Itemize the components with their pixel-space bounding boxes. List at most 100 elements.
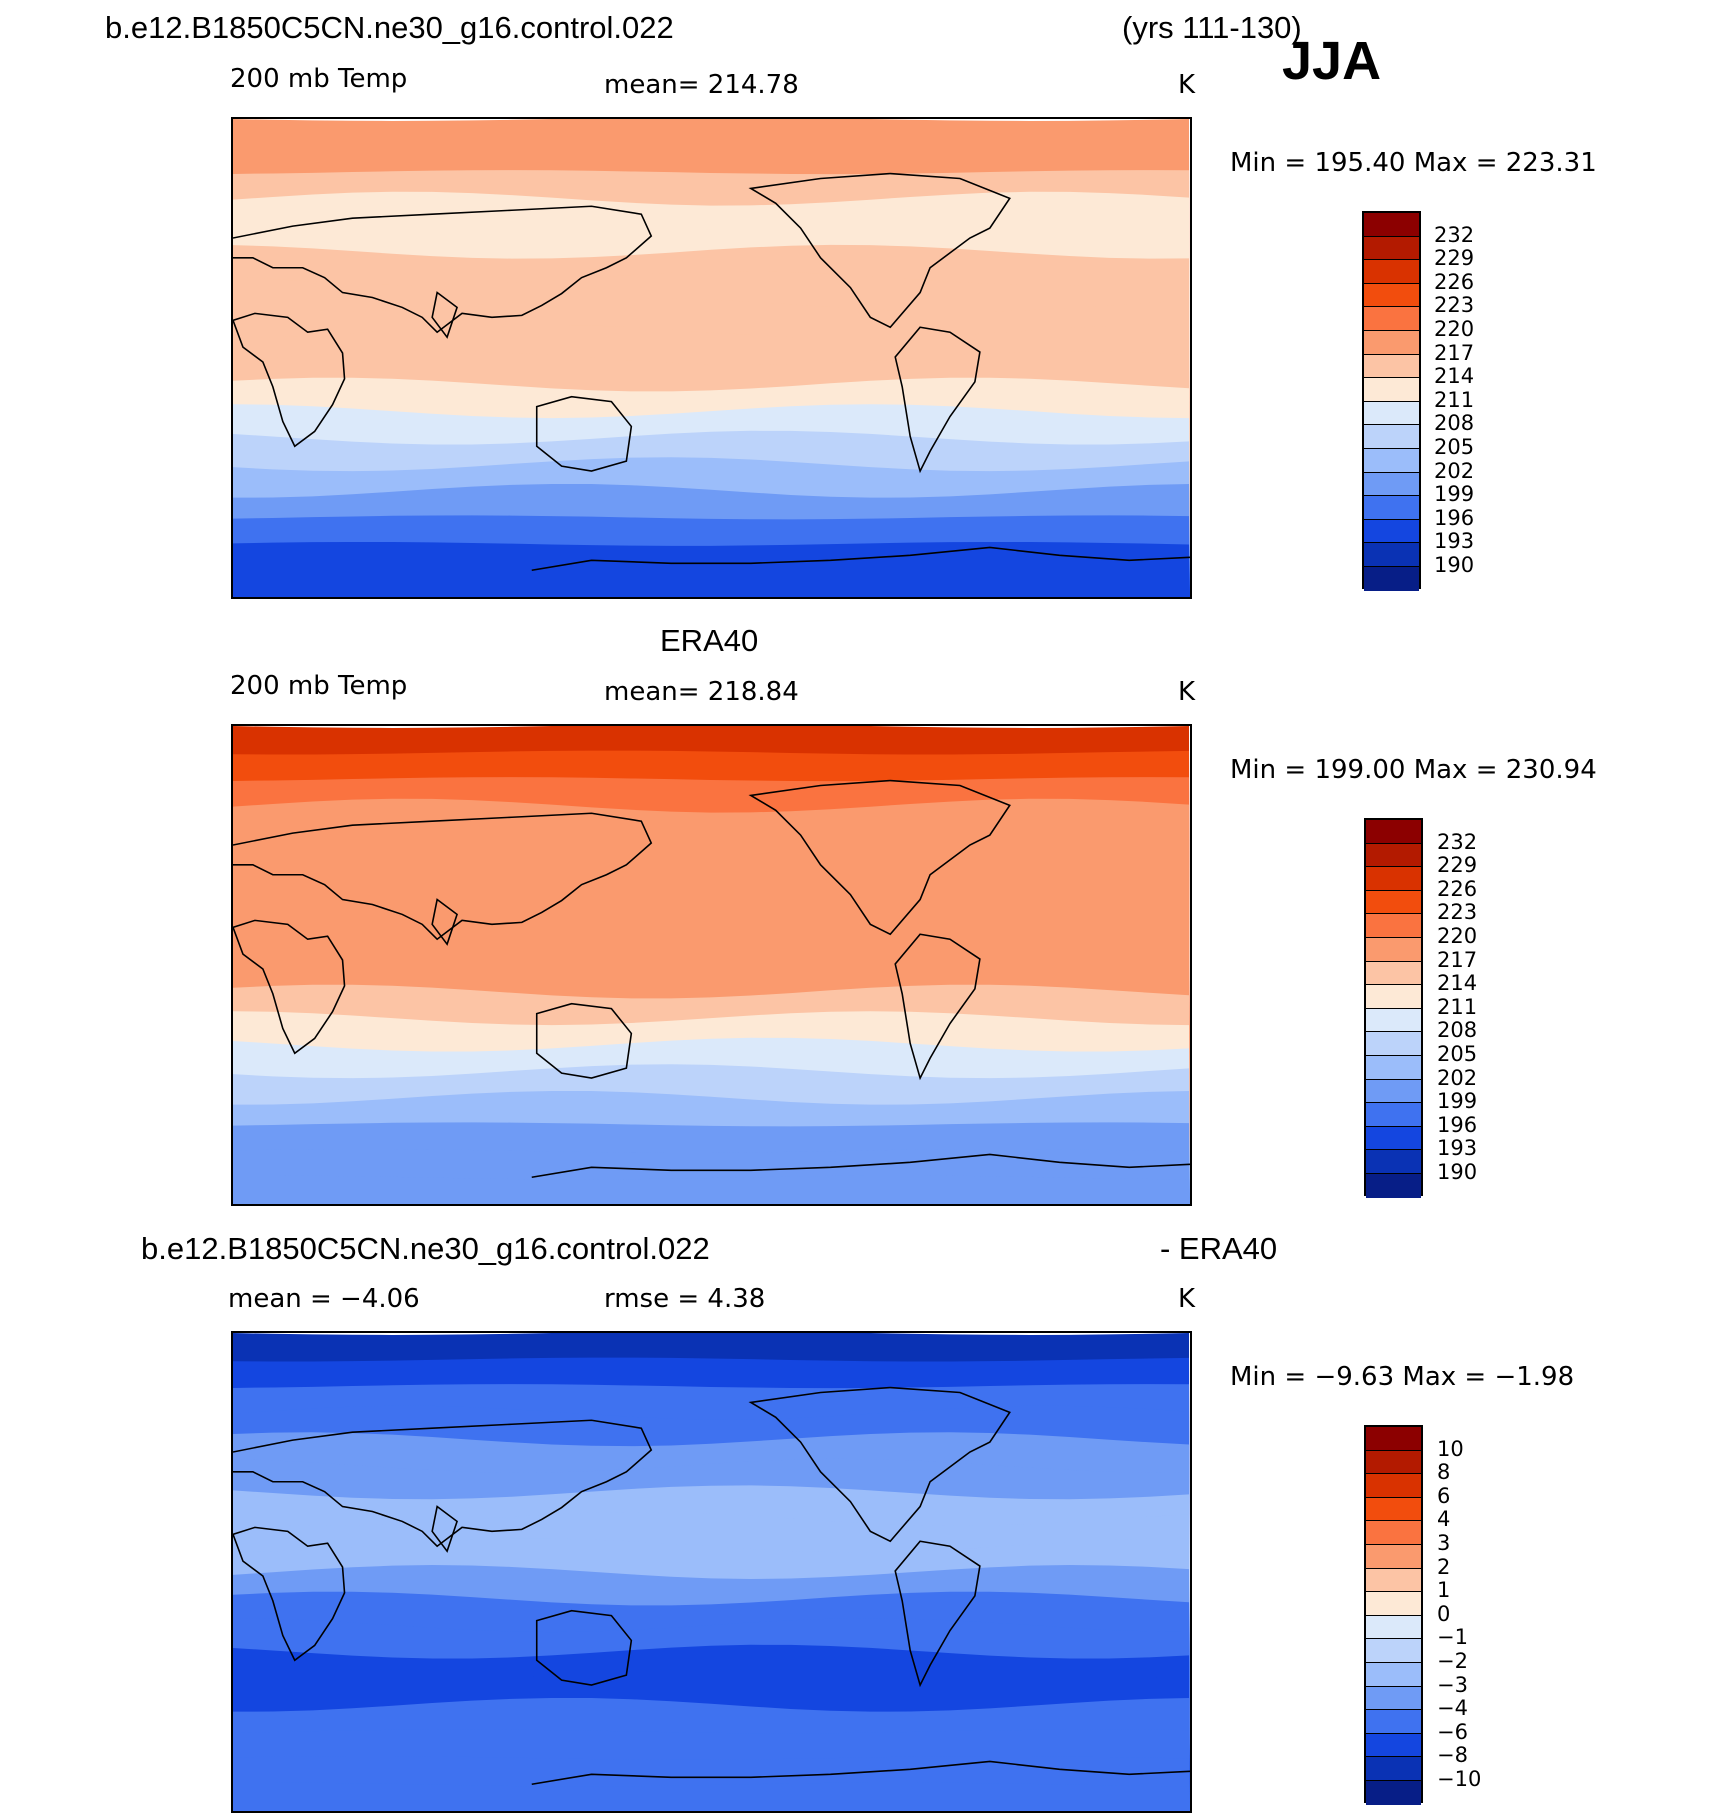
colorbar-tick-label: 208 xyxy=(1434,411,1475,436)
coastline xyxy=(531,1760,1190,1786)
panel-2-minmax: Min = 199.00 Max = 230.94 xyxy=(1230,755,1597,785)
coastline xyxy=(233,205,653,334)
colorbar-tick-label: 223 xyxy=(1434,293,1475,318)
coastline xyxy=(233,812,653,941)
colorbar-tick-label: 202 xyxy=(1437,1065,1478,1090)
colorbar-tick-label: 220 xyxy=(1437,924,1478,948)
panel-2-mean: mean= 218.84 xyxy=(604,677,799,707)
colorbar-tick-label: 205 xyxy=(1437,1042,1478,1066)
coastline xyxy=(233,312,346,448)
colorbar-swatch xyxy=(1366,985,1421,1009)
colorbar-tick-label: −6 xyxy=(1437,1719,1468,1744)
colorbar-tick-label: −10 xyxy=(1437,1767,1482,1791)
panel-3-minmax: Min = −9.63 Max = −1.98 xyxy=(1230,1362,1575,1392)
panel-3-colorbar xyxy=(1364,1425,1423,1805)
panel-3-units: K xyxy=(1178,1284,1196,1314)
colorbar-tick-label: 193 xyxy=(1434,529,1475,554)
coastline xyxy=(748,172,1011,329)
colorbar-swatch xyxy=(1364,378,1419,402)
colorbar-tick-label: 202 xyxy=(1434,458,1475,483)
coastline xyxy=(535,1609,633,1686)
colorbar-tick-label: 232 xyxy=(1437,829,1478,854)
coastline xyxy=(894,1540,981,1688)
colorbar-swatch xyxy=(1366,1427,1421,1451)
colorbar-tick-label: 220 xyxy=(1434,317,1475,341)
colorbar-swatch xyxy=(1364,566,1419,591)
colorbar-swatch xyxy=(1366,1568,1421,1593)
colorbar-swatch xyxy=(1366,961,1421,986)
colorbar-swatch xyxy=(1366,1008,1421,1033)
panel-1-mean: mean= 214.78 xyxy=(604,70,799,100)
colorbar-swatch xyxy=(1364,472,1419,497)
colorbar-swatch xyxy=(1366,843,1421,868)
colorbar-swatch xyxy=(1364,283,1419,308)
panel-1-colorbar xyxy=(1362,211,1421,591)
colorbar-tick-label: 4 xyxy=(1437,1507,1451,1532)
colorbar-swatch xyxy=(1366,1615,1421,1640)
panel-2-units: K xyxy=(1178,677,1196,707)
colorbar-swatch xyxy=(1366,1450,1421,1475)
colorbar-swatch xyxy=(1366,1639,1421,1663)
panel-2-colorbar-labels: 232 229 226 223 220 217 214 211 208 205 202 199 196 1… xyxy=(1437,818,1517,1196)
colorbar-swatch xyxy=(1366,1173,1421,1198)
panel-2-field: 200 mb Temp xyxy=(230,671,408,701)
colorbar-swatch xyxy=(1366,914,1421,938)
contour-band xyxy=(233,1782,1190,1811)
coastline xyxy=(894,326,981,474)
panel-3-colorbar-labels: 10 8 6 4 3 2 1 0 −1 −2 −3 −4 −6 −8 −10 xyxy=(1437,1425,1517,1803)
panel-2-map xyxy=(231,724,1192,1206)
season-label: JJA xyxy=(1282,31,1382,91)
colorbar-tick-label: −3 xyxy=(1437,1672,1468,1697)
colorbar-tick-label: 196 xyxy=(1434,505,1475,530)
colorbar-swatch xyxy=(1366,1521,1421,1545)
panel-3-contour-map xyxy=(233,1333,1190,1811)
colorbar-tick-label: 211 xyxy=(1437,994,1478,1019)
colorbar-tick-label: 1 xyxy=(1437,1578,1451,1603)
colorbar-swatch xyxy=(1364,330,1419,355)
coastline xyxy=(748,779,1011,936)
colorbar-tick-label: 214 xyxy=(1434,364,1475,389)
colorbar-swatch xyxy=(1366,867,1421,891)
colorbar-swatch xyxy=(1364,425,1419,449)
colorbar-tick-label: 190 xyxy=(1437,1160,1478,1184)
colorbar-swatch xyxy=(1366,1733,1421,1758)
colorbar-swatch xyxy=(1366,1592,1421,1616)
coastline xyxy=(233,919,346,1055)
colorbar-tick-label: 223 xyxy=(1437,900,1478,925)
panel-1-field: 200 mb Temp xyxy=(230,64,408,94)
colorbar-swatch xyxy=(1366,1055,1421,1080)
colorbar-tick-label: 2 xyxy=(1437,1554,1451,1579)
colorbar-swatch xyxy=(1366,1710,1421,1734)
colorbar-tick-label: 199 xyxy=(1434,482,1475,507)
colorbar-swatch xyxy=(1366,820,1421,844)
contour-band xyxy=(233,1175,1190,1204)
coastline xyxy=(431,1505,459,1553)
colorbar-tick-label: 0 xyxy=(1437,1601,1451,1626)
colorbar-tick-label: 217 xyxy=(1437,947,1478,972)
panel-3-mean: mean = −4.06 xyxy=(228,1284,420,1314)
coastline xyxy=(431,291,459,339)
colorbar-swatch xyxy=(1366,1780,1421,1805)
colorbar-swatch xyxy=(1366,937,1421,962)
colorbar-tick-label: 10 xyxy=(1437,1436,1464,1461)
colorbar-swatch xyxy=(1366,1544,1421,1569)
coastline xyxy=(894,933,981,1081)
colorbar-tick-label: 3 xyxy=(1437,1531,1451,1555)
colorbar-swatch xyxy=(1366,1686,1421,1711)
panel-1-map xyxy=(231,117,1192,599)
colorbar-tick-label: 214 xyxy=(1437,971,1478,996)
colorbar-tick-label: −2 xyxy=(1437,1649,1468,1673)
colorbar-swatch xyxy=(1364,519,1419,544)
colorbar-swatch xyxy=(1366,1079,1421,1104)
coastline xyxy=(535,395,633,472)
colorbar-tick-label: 208 xyxy=(1437,1018,1478,1043)
colorbar-swatch xyxy=(1364,260,1419,284)
colorbar-swatch xyxy=(1366,1126,1421,1151)
panel-3-dataset-title-right: - ERA40 xyxy=(1160,1231,1278,1266)
panel-1-units: K xyxy=(1178,70,1196,100)
colorbar-tick-label: 217 xyxy=(1434,340,1475,365)
colorbar-swatch xyxy=(1364,213,1419,237)
panel-1-minmax: Min = 195.40 Max = 223.31 xyxy=(1230,148,1597,178)
colorbar-swatch xyxy=(1366,1474,1421,1498)
colorbar-swatch xyxy=(1366,1032,1421,1056)
